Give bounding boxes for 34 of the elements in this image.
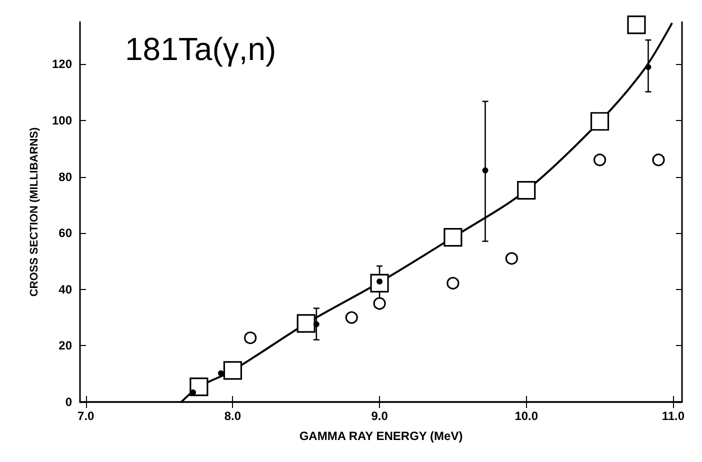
point: [505, 252, 518, 265]
x-tick-label: 11.0: [662, 409, 685, 423]
point: [345, 311, 358, 324]
point: [373, 297, 386, 310]
y-axis-title: CROSS SECTION (MILLIBARNS): [28, 127, 40, 297]
y-tick-label: 80: [58, 170, 72, 184]
point: [313, 321, 320, 328]
y-tick-label: 40: [58, 282, 72, 296]
x-tick-label: 10.0: [514, 409, 538, 423]
point: [593, 154, 606, 166]
chart-title: 181Ta(γ,n): [125, 31, 276, 67]
point: [223, 361, 242, 380]
y-tick-label: 0: [65, 395, 72, 409]
point: [370, 274, 389, 293]
x-tick-label: 7.0: [78, 409, 95, 423]
point: [244, 332, 257, 344]
y-tick-label: 20: [58, 338, 72, 353]
point: [218, 370, 224, 376]
point: [517, 181, 536, 200]
y-tick-label: 60: [58, 226, 72, 240]
point: [482, 167, 488, 174]
point: [590, 112, 610, 131]
x-tick-label: 8.0: [224, 409, 242, 423]
point: [446, 276, 460, 290]
point: [444, 228, 462, 247]
y-tick-label: 120: [52, 57, 72, 72]
point: [645, 64, 652, 70]
x-tick-label: 9.0: [371, 409, 388, 423]
point: [190, 378, 208, 396]
x-axis-title: GAMMA RAY ENERGY (MeV): [299, 429, 463, 443]
point: [296, 314, 316, 333]
point: [652, 154, 665, 166]
point: [627, 16, 646, 34]
y-tick-label: 100: [52, 114, 72, 128]
